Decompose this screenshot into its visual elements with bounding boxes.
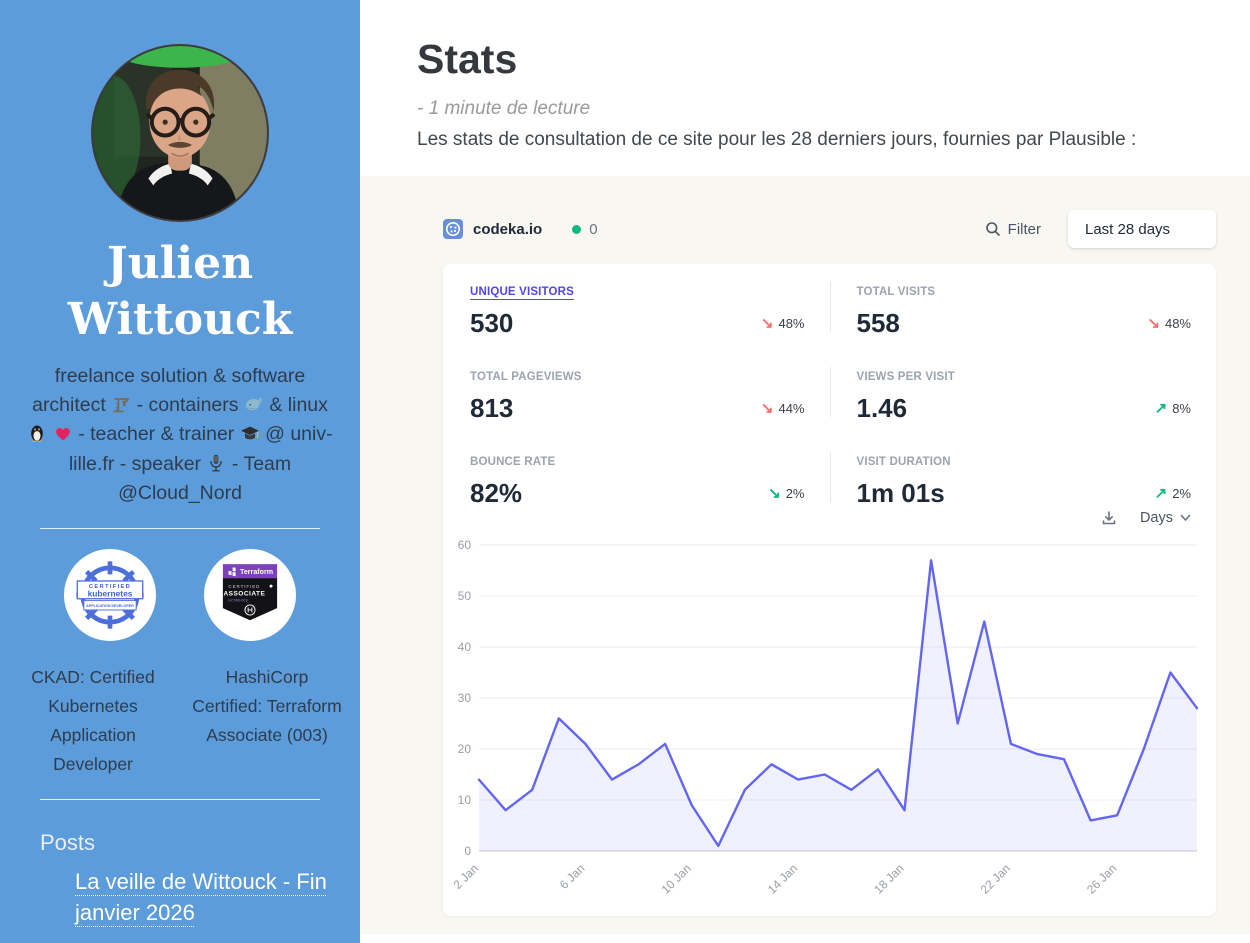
widget-header: codeka.io 0 Filter Last 28 days	[443, 210, 1216, 248]
svg-text:60: 60	[458, 538, 472, 552]
svg-text:22 Jan: 22 Jan	[978, 861, 1013, 896]
metric-value: 82%	[470, 478, 523, 508]
metric-value: 558	[856, 308, 900, 338]
sidebar: Julien Wittouck freelance solution & sof…	[0, 0, 360, 943]
page-header: Stats - 1 minute de lecture Les stats de…	[360, 0, 1250, 151]
metric-total-visits: TOTAL VISITS 558 ↘ 48%	[829, 282, 1217, 338]
posts-nav: Posts La veille de Wittouck - Fin janvie…	[40, 830, 360, 928]
profile-photo-illustration	[93, 46, 267, 220]
filter-label: Filter	[1007, 220, 1041, 238]
metric-value: 1.46	[856, 393, 908, 423]
trend-arrow-icon: ↘	[1147, 315, 1160, 332]
metric-unique-visitors: UNIQUE VISITORS 530 ↘ 48%	[443, 282, 830, 338]
metric-change: ↘ 44%	[760, 400, 805, 417]
terraform-badge-certified: CERTIFIED	[228, 584, 260, 589]
metric-change: ↗ 2%	[1154, 485, 1191, 502]
live-visitors[interactable]: 0	[572, 220, 598, 238]
date-range-value: Last 28 days	[1085, 220, 1171, 238]
filter-button[interactable]: Filter	[985, 221, 1041, 238]
terraform-badge-caption: HashiCorp Certified: Terraform Associate…	[192, 667, 342, 745]
plausible-widget: codeka.io 0 Filter Last 28 days UNIQUE V…	[360, 176, 1250, 934]
metric-bounce-rate: BOUNCE RATE 82% ↘ 2%	[443, 452, 830, 508]
magnifier-icon	[985, 222, 1000, 236]
main-content: Stats - 1 minute de lecture Les stats de…	[360, 0, 1250, 943]
badge-captions: CKAD: Certified Kubernetes Application D…	[0, 663, 360, 779]
svg-text:26 Jan: 26 Jan	[1084, 861, 1119, 896]
posts-heading: Posts	[40, 829, 96, 855]
svg-text:0: 0	[464, 844, 471, 858]
visitors-chart: 0 10 20 30 40 50 60 2 Jan 6 Jan 10 Jan 14 Jan 18 Ja…	[453, 538, 1199, 897]
svg-text:14 Jan: 14 Jan	[765, 861, 800, 896]
stats-card: UNIQUE VISITORS 530 ↘ 48% TOTAL VISITS 558 ↘ 48…	[443, 264, 1216, 916]
metric-change: ↗ 8%	[1154, 400, 1191, 417]
trend-arrow-icon: ↗	[1154, 400, 1168, 417]
ckad-badge-caption: CKAD: Certified Kubernetes Application D…	[31, 667, 155, 774]
ckad-badge-image[interactable]: CERTIFIED kubernetes APPLICATION DEVELOP…	[64, 549, 156, 641]
metric-total-pageviews: TOTAL PAGEVIEWS 813 ↘ 44%	[443, 367, 830, 423]
interval-selector[interactable]: Days	[1140, 510, 1191, 526]
svg-text:20: 20	[458, 742, 472, 756]
profile-photo	[91, 44, 269, 222]
metric-change: ↘ 48%	[1147, 315, 1191, 332]
page-title: Stats	[417, 36, 518, 82]
metric-change: ↘ 2%	[768, 485, 805, 502]
profile-name: Julien Wittouck	[67, 238, 293, 345]
metric-label[interactable]: BOUNCE RATE	[470, 456, 556, 468]
terraform-badge-associate: ASSOCIATE	[223, 590, 265, 597]
trend-arrow-icon: ↘	[760, 400, 774, 417]
svg-text:2 Jan: 2 Jan	[453, 861, 481, 892]
sidebar-divider	[40, 798, 320, 800]
interval-label: Days	[1139, 510, 1173, 526]
metric-label[interactable]: TOTAL VISITS	[856, 286, 936, 298]
svg-text:40: 40	[458, 640, 472, 654]
bio-text: freelance solution & software architect …	[31, 364, 333, 504]
green-dot-icon	[572, 224, 582, 234]
live-visitor-count: 0	[589, 220, 598, 238]
site-name: codeka.io	[473, 220, 543, 238]
svg-text:10 Jan: 10 Jan	[658, 861, 693, 896]
svg-text:6 Jan: 6 Jan	[557, 861, 588, 892]
metric-label[interactable]: UNIQUE VISITORS	[470, 286, 574, 300]
metric-visit-duration: VISIT DURATION 1m 01s ↗ 2%	[829, 452, 1217, 508]
site-link[interactable]: codeka.io	[443, 219, 542, 239]
metric-views-per-visit: VIEWS PER VISIT 1.46 ↗ 8%	[829, 367, 1217, 423]
terraform-badge-code: HCTA0-003	[228, 599, 247, 603]
ckad-badge-line1: CERTIFIED	[89, 584, 131, 590]
metrics-grid: UNIQUE VISITORS 530 ↘ 48% TOTAL VISITS 558 ↘ 48…	[443, 282, 1217, 508]
page-description: Les stats de consultation de ce site pou…	[417, 129, 1137, 150]
date-range-selector[interactable]: Last 28 days	[1068, 210, 1216, 248]
post-link[interactable]: La veille de Wittouck - Fin janvier 2026	[75, 868, 327, 925]
chart-controls: Days	[443, 505, 1216, 531]
certification-badges: CERTIFIED kubernetes APPLICATION DEVELOP…	[0, 549, 360, 641]
sidebar-divider	[40, 528, 320, 529]
svg-text:18 Jan: 18 Jan	[871, 861, 906, 896]
ckad-badge-line2: kubernetes	[88, 588, 133, 598]
metric-label[interactable]: TOTAL PAGEVIEWS	[470, 371, 582, 383]
codeka-favicon-icon	[443, 219, 463, 239]
metric-change: ↘ 48%	[760, 315, 805, 332]
svg-text:30: 30	[458, 691, 472, 705]
ckad-badge-line3: APPLICATION DEVELOPER	[86, 604, 134, 608]
svg-text:10: 10	[458, 793, 472, 807]
download-button[interactable]	[1100, 509, 1118, 527]
trend-arrow-icon: ↗	[1154, 485, 1168, 502]
metric-value: 530	[470, 308, 514, 338]
terraform-badge-image[interactable]: Terraform CERTIFIED ASSOCIATE HCTA0-003	[204, 549, 296, 641]
trend-arrow-icon: ↘	[760, 315, 774, 332]
chart-area: 0 10 20 30 40 50 60 2 Jan 6 Jan 10 Jan 14 Jan 18 Ja…	[443, 531, 1216, 915]
download-icon	[1102, 511, 1116, 525]
metric-label[interactable]: VISIT DURATION	[856, 456, 951, 468]
trend-arrow-icon: ↘	[768, 485, 781, 502]
metric-label[interactable]: VIEWS PER VISIT	[856, 371, 955, 383]
reading-time: - 1 minute de lecture	[417, 98, 591, 119]
chevron-down-icon	[1180, 514, 1191, 521]
metric-value: 813	[470, 393, 514, 423]
terraform-badge-title: Terraform	[240, 568, 273, 576]
svg-text:50: 50	[458, 589, 472, 603]
metric-value: 1m 01s	[856, 478, 945, 508]
